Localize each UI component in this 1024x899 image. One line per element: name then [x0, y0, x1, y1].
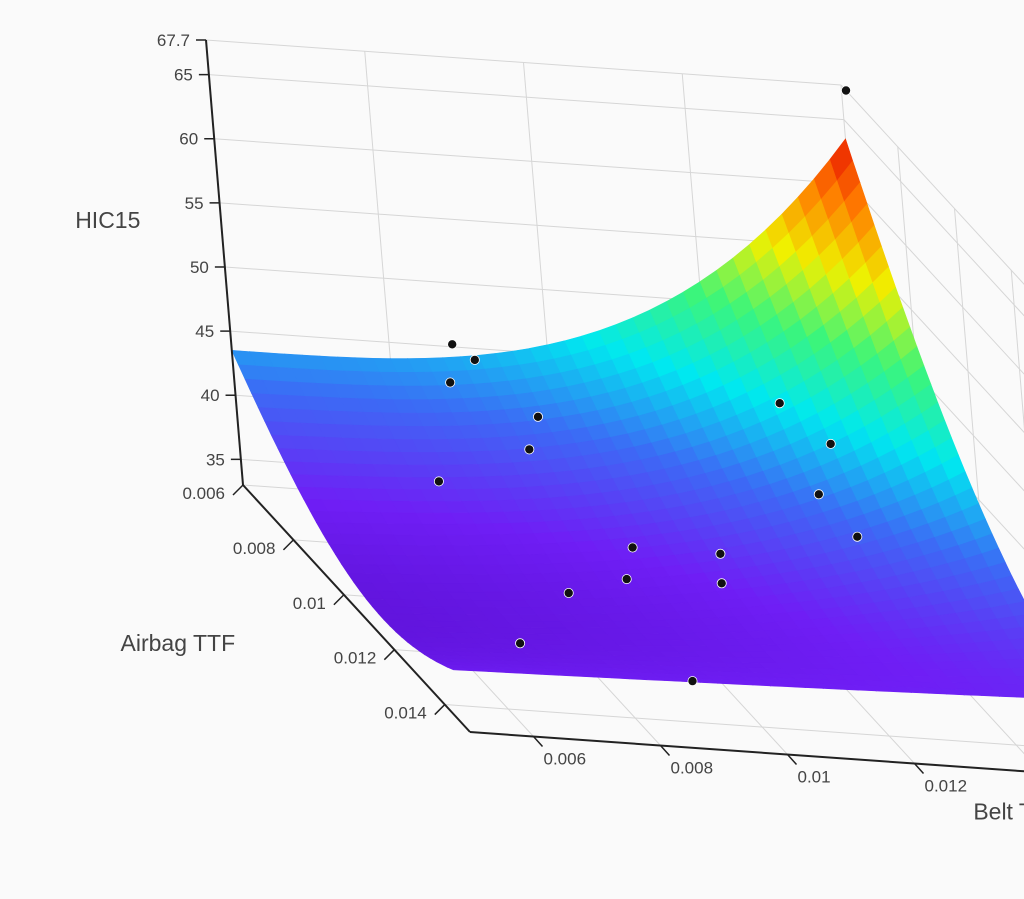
data-point[interactable] — [515, 638, 526, 649]
x-tick-label: 0.01 — [293, 594, 326, 613]
data-point[interactable] — [841, 85, 852, 96]
data-point[interactable] — [524, 444, 535, 455]
z-tick-label: 67.7 — [157, 31, 190, 50]
axis-labels: 35 40 45 50 55 60 65 67.7 0.006 0.008 0.01 0.012 0.0… — [75, 31, 1024, 824]
data-point[interactable] — [447, 339, 458, 350]
grid-line — [444, 704, 1024, 747]
data-point[interactable] — [774, 398, 785, 409]
data-point[interactable] — [445, 377, 456, 388]
y-axis-title: Belt TTF — [973, 798, 1024, 824]
x-axis-line — [242, 484, 471, 733]
z-tick-label: 60 — [179, 130, 198, 149]
z-tick-label: 45 — [195, 322, 214, 341]
data-point[interactable] — [716, 578, 727, 589]
z-tick-label: 55 — [185, 194, 204, 213]
data-points — [433, 85, 863, 687]
y-tick — [532, 735, 544, 748]
data-point[interactable] — [825, 438, 836, 449]
data-point[interactable] — [533, 411, 544, 422]
z-tick-label: 50 — [190, 258, 209, 277]
data-point[interactable] — [627, 542, 638, 553]
z-tick-label: 65 — [174, 66, 193, 85]
x-tick-label: 0.012 — [334, 649, 377, 668]
data-point[interactable] — [813, 489, 824, 500]
x-tick-label: 0.008 — [233, 539, 276, 558]
y-tick-label: 0.012 — [925, 777, 968, 796]
z-axis-line — [205, 39, 244, 486]
data-point[interactable] — [715, 548, 726, 559]
z-tick-label: 40 — [201, 386, 220, 405]
x-tick — [333, 594, 345, 606]
x-tick-label: 0.014 — [384, 704, 427, 723]
y-tick — [659, 744, 671, 757]
data-point[interactable] — [563, 588, 574, 599]
data-point[interactable] — [687, 676, 698, 687]
data-point[interactable] — [621, 574, 632, 585]
x-tick-label: 0.006 — [182, 484, 225, 503]
z-axis-title: HIC15 — [75, 207, 140, 233]
data-point[interactable] — [469, 354, 480, 365]
y-tick-label: 0.01 — [798, 768, 831, 787]
grid-line — [1010, 270, 1024, 430]
y-tick — [913, 762, 925, 775]
x-tick — [434, 704, 446, 716]
x-tick — [232, 484, 244, 496]
surface-patch — [447, 667, 472, 671]
data-point[interactable] — [433, 476, 444, 487]
response-surface — [231, 138, 1024, 698]
x-tick — [282, 539, 294, 551]
x-tick — [383, 649, 395, 661]
y-tick — [786, 753, 798, 766]
z-tick-label: 35 — [206, 450, 225, 469]
data-point[interactable] — [852, 531, 863, 542]
x-axis-title: Airbag TTF — [121, 630, 236, 656]
axes — [196, 39, 1024, 775]
y-tick-label: 0.008 — [671, 759, 714, 778]
y-tick-label: 0.006 — [544, 750, 587, 769]
